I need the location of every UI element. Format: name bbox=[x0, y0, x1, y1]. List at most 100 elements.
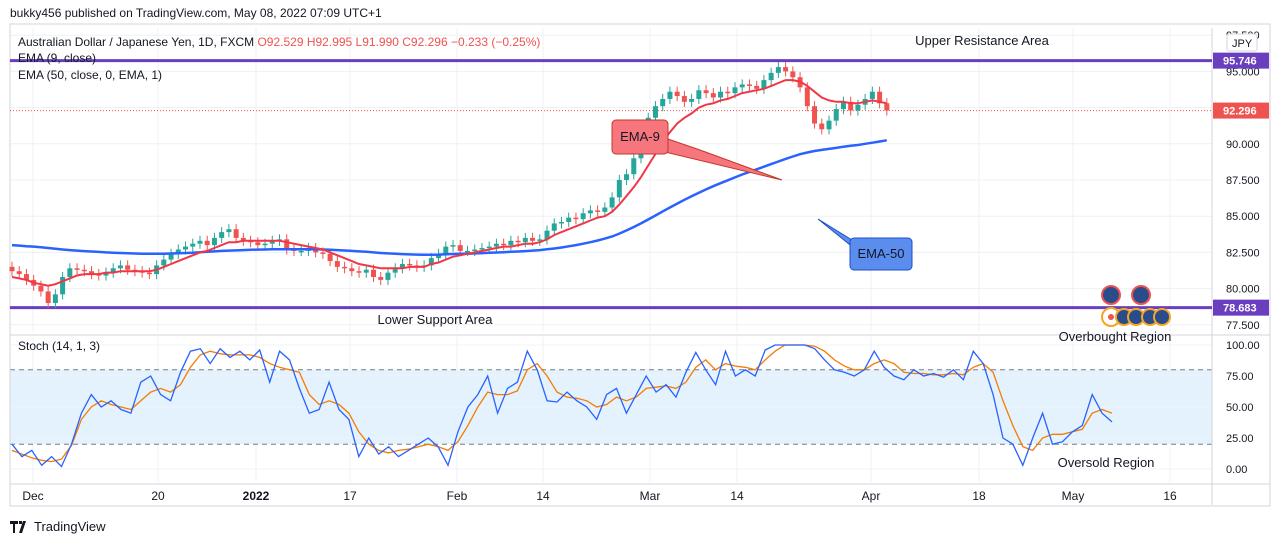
candle-body bbox=[204, 240, 210, 246]
candle-body bbox=[392, 268, 398, 273]
candle-body bbox=[472, 249, 478, 251]
candle-body bbox=[573, 217, 579, 220]
candle-body bbox=[334, 261, 340, 267]
ema9-callout-text: EMA-9 bbox=[620, 129, 660, 144]
candle-body bbox=[183, 246, 189, 250]
symbol-title: Australian Dollar / Japanese Yen, 1D, FX… bbox=[18, 35, 255, 49]
time-tick-label: Dec bbox=[22, 489, 43, 503]
price-tick-label: 85.000 bbox=[1226, 211, 1260, 223]
candle-body bbox=[833, 109, 839, 121]
currency-badge bbox=[1226, 33, 1258, 52]
candle-body bbox=[732, 87, 738, 94]
candle-body bbox=[768, 72, 774, 81]
candle-body bbox=[349, 268, 355, 272]
ohlc-values: O92.529 H92.995 L91.990 C92.296 −0.233 (… bbox=[257, 35, 541, 49]
candle-body bbox=[38, 285, 44, 292]
candle-body bbox=[356, 271, 362, 273]
candle-body bbox=[616, 180, 622, 198]
footer: TradingView bbox=[10, 519, 106, 534]
time-tick-label: 2022 bbox=[243, 489, 270, 503]
candle-body bbox=[479, 248, 485, 250]
candle-body bbox=[544, 230, 550, 240]
ema50-legend: EMA (50, close, 0, EMA, 1) bbox=[18, 68, 163, 82]
candle-body bbox=[457, 245, 463, 251]
time-tick-label: 14 bbox=[730, 489, 744, 503]
time-tick-label: 20 bbox=[151, 489, 165, 503]
event-flag-icon bbox=[1131, 285, 1151, 305]
time-tick-label: 17 bbox=[343, 489, 357, 503]
candle-body bbox=[580, 213, 586, 220]
stoch-tick-label: 100.00 bbox=[1226, 340, 1260, 352]
candle-body bbox=[298, 250, 304, 253]
time-tick-label: Mar bbox=[640, 489, 661, 503]
price-tick-label: 80.000 bbox=[1226, 284, 1260, 296]
footer-brand: TradingView bbox=[34, 519, 106, 534]
candle-body bbox=[262, 243, 268, 246]
candle-body bbox=[117, 265, 123, 269]
candle-body bbox=[530, 237, 536, 241]
candle-body bbox=[9, 266, 15, 272]
stoch-tick-label: 25.00 bbox=[1226, 433, 1254, 445]
candle-body bbox=[486, 246, 492, 249]
candle-body bbox=[399, 263, 405, 269]
last-price-badge bbox=[1213, 102, 1269, 119]
symbol-legend: Australian Dollar / Japanese Yen, 1D, FX… bbox=[18, 35, 540, 49]
candle-body bbox=[371, 269, 376, 277]
candle-body bbox=[783, 67, 789, 72]
candle-body bbox=[624, 174, 630, 180]
candle-body bbox=[515, 240, 521, 243]
candle-body bbox=[284, 239, 290, 250]
candle-body bbox=[320, 252, 326, 254]
overbought-label: Overbought Region bbox=[1059, 329, 1172, 344]
stoch-legend: Stoch (14, 1, 3) bbox=[18, 339, 101, 353]
candle-body bbox=[804, 87, 810, 107]
candle-body bbox=[16, 271, 22, 275]
price-tick-label: 82.500 bbox=[1226, 247, 1260, 259]
stoch-tick-label: 0.00 bbox=[1226, 464, 1247, 476]
candle-body bbox=[197, 240, 203, 244]
candle-body bbox=[725, 91, 731, 94]
candle-body bbox=[746, 84, 752, 86]
candle-body bbox=[23, 274, 29, 280]
candle-body bbox=[775, 67, 781, 73]
candle-body bbox=[667, 91, 673, 99]
ema50-callout-text: EMA-50 bbox=[858, 246, 905, 261]
candle-body bbox=[681, 96, 687, 102]
candle-body bbox=[428, 258, 434, 266]
candle-body bbox=[436, 253, 442, 259]
time-tick-label: May bbox=[1062, 489, 1085, 503]
candle-body bbox=[342, 266, 348, 269]
candle-body bbox=[595, 210, 601, 212]
candle-body bbox=[378, 276, 384, 280]
candle-body bbox=[790, 71, 796, 78]
candle-body bbox=[869, 91, 875, 99]
candle-body bbox=[269, 240, 275, 244]
candle-body bbox=[60, 276, 66, 295]
candle-body bbox=[602, 207, 608, 212]
candle-body bbox=[464, 250, 470, 253]
candle-body bbox=[161, 259, 167, 266]
candle-body bbox=[703, 90, 709, 94]
candle-body bbox=[450, 245, 456, 247]
candle-body bbox=[689, 98, 695, 102]
candle-body bbox=[146, 272, 152, 275]
candle-body bbox=[501, 243, 507, 246]
candle-body bbox=[840, 101, 846, 110]
candle-body bbox=[110, 268, 116, 273]
currency-label: JPY bbox=[1232, 38, 1253, 50]
candle-body bbox=[508, 240, 514, 246]
candle-body bbox=[327, 253, 333, 262]
candle-body bbox=[226, 229, 232, 233]
candle-body bbox=[443, 246, 449, 254]
stoch-tick-label: 50.00 bbox=[1226, 402, 1254, 414]
candle-body bbox=[211, 237, 217, 246]
ema9-line bbox=[11, 79, 888, 287]
chart-frame bbox=[9, 23, 1271, 507]
candle-body bbox=[587, 210, 593, 214]
candle-body bbox=[175, 249, 181, 254]
candle-body bbox=[363, 269, 369, 273]
level-price-badge bbox=[1213, 299, 1269, 316]
ema50-line bbox=[11, 139, 888, 256]
time-tick-label: Apr bbox=[862, 489, 881, 503]
